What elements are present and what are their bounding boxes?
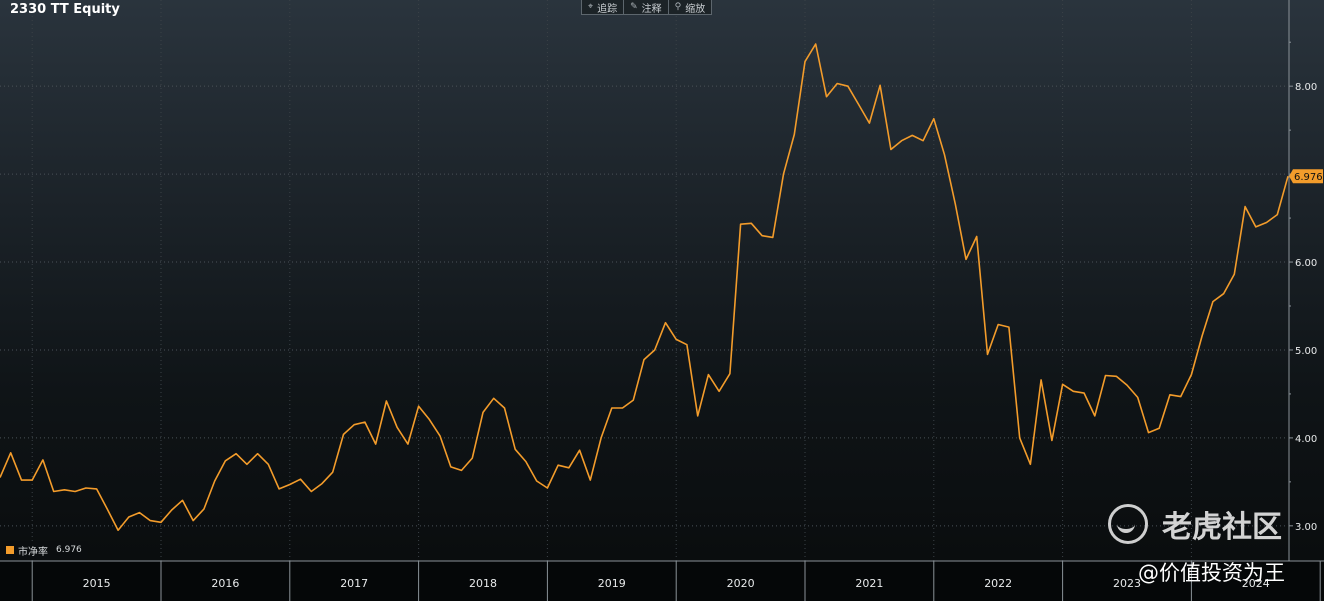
- watermark: 老虎社区: [1108, 502, 1282, 546]
- watermark-brand: 老虎社区: [1162, 510, 1282, 545]
- chart-toolbar: ⌖ 追踪 ✎ 注释 ⚲ 缩放: [581, 0, 713, 15]
- x-tick-label: 2019: [598, 577, 626, 590]
- x-tick-label: 2018: [469, 577, 497, 590]
- track-button[interactable]: ⌖ 追踪: [582, 0, 625, 15]
- y-tick-label: 3.00: [1295, 522, 1317, 533]
- legend-value: 6.976: [56, 545, 82, 555]
- x-tick-label: 2015: [83, 577, 111, 590]
- tiger-logo-icon: [1108, 504, 1148, 544]
- x-tick-label: 2016: [211, 577, 239, 590]
- pencil-icon: ✎: [630, 2, 638, 12]
- y-tick-label: 5.00: [1295, 346, 1317, 357]
- y-tick-label: 8.00: [1295, 82, 1317, 93]
- y-tick-label: 4.00: [1295, 434, 1317, 445]
- legend-label: 市净率: [18, 546, 48, 558]
- x-tick-label: 2024: [1242, 577, 1270, 590]
- x-tick-label: 2020: [727, 577, 755, 590]
- annotate-label: 注释: [641, 3, 662, 15]
- legend-swatch: [6, 546, 14, 554]
- watermark-handle: @价值投资为王: [1138, 561, 1285, 585]
- x-tick-label: 2023: [1113, 577, 1141, 590]
- track-label: 追踪: [597, 3, 618, 15]
- last-value-tag: [1289, 169, 1323, 184]
- x-tick-label: 2021: [855, 577, 883, 590]
- zoom-button[interactable]: ⚲ 缩放: [669, 0, 712, 15]
- legend: 市净率 6.976: [0, 541, 88, 559]
- x-tick-label: 2022: [984, 577, 1012, 590]
- x-axis-strip: [0, 561, 1324, 601]
- zoom-label: 缩放: [685, 3, 706, 15]
- chart-title: 2330 TT Equity: [10, 2, 120, 17]
- crosshair-icon: ⌖: [588, 2, 594, 12]
- series-line-pb-ratio: [0, 43, 1289, 532]
- last-value-label: 6.976: [1294, 172, 1323, 183]
- y-tick-label: 6.00: [1295, 258, 1317, 269]
- zoom-icon: ⚲: [674, 2, 682, 12]
- x-tick-label: 2017: [340, 577, 368, 590]
- annotate-button[interactable]: ✎ 注释: [624, 0, 669, 15]
